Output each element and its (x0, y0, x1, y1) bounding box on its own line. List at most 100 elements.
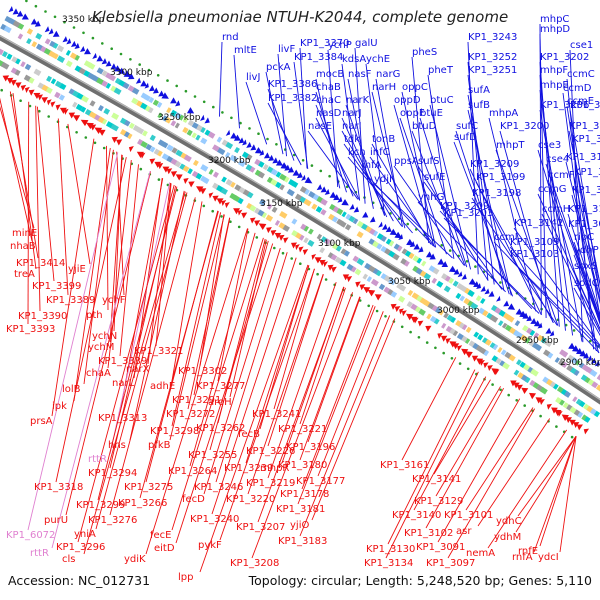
reverse-gene-arrow (406, 313, 414, 321)
cog-category-block (433, 318, 440, 325)
forward-gene-label: KP1_3109 (510, 237, 559, 248)
reverse-gene-label: fecD (182, 494, 205, 505)
reverse-leader-line (211, 257, 297, 515)
cog-category-block (1, 51, 8, 58)
scale-dot (367, 304, 371, 308)
forward-gene-label: KP1_3108 (574, 167, 600, 178)
forward-gene-arrow (586, 355, 592, 362)
forward-gene-arrow (268, 154, 275, 161)
reverse-gene-label: yniA (74, 529, 96, 540)
scale-dot (319, 169, 323, 173)
cog-category-block (259, 198, 266, 206)
forward-gene-arrow (457, 271, 463, 278)
cog-category-block (45, 87, 53, 94)
reverse-gene-arrow (15, 82, 22, 89)
cog-category-block (432, 267, 440, 275)
reverse-gene-label: KP1_3414 (16, 258, 65, 269)
cog-category-block (343, 250, 350, 257)
forward-gene-arrow (62, 36, 68, 43)
reverse-gene-arrow (510, 380, 517, 387)
forward-gene-arrow (144, 82, 149, 89)
forward-gene-arrow (135, 77, 141, 84)
reverse-gene-arrow (90, 124, 97, 131)
reverse-leader-line (107, 160, 132, 369)
forward-gene-label: KP1_3104 (572, 185, 600, 196)
forward-gene-arrow (254, 147, 263, 154)
cog-category-block (266, 176, 273, 184)
forward-gene-label: livF (278, 44, 295, 55)
cog-category-block (388, 240, 395, 247)
reverse-leader-line (83, 149, 114, 385)
scale-dot (570, 435, 574, 439)
cog-category-block (148, 107, 154, 114)
cog-category-block (87, 62, 96, 70)
forward-gene-label: KP1_3125 (572, 134, 600, 145)
backbone-ring (0, 34, 600, 405)
forward-gene-arrow (230, 132, 238, 139)
cog-category-block (303, 225, 309, 232)
forward-gene-arrow (292, 169, 300, 176)
forward-gene-label: btuD (412, 121, 437, 132)
cog-category-block (426, 313, 432, 320)
forward-gene-label: mhpC (540, 14, 569, 25)
reverse-leader-line (35, 105, 41, 312)
reverse-gene-label: KP1_3318 (34, 482, 83, 493)
cog-category-block (65, 60, 73, 68)
cog-category-block (421, 260, 427, 267)
cog-category-block (0, 48, 4, 56)
cog-category-block (15, 58, 21, 65)
cog-category-block (350, 266, 357, 273)
forward-gene-label: sufB (468, 100, 490, 111)
reverse-gene-label: KP1_3339 (98, 356, 147, 367)
cog-category-block (200, 164, 209, 172)
forward-gene-label: KP1_3203 (444, 208, 493, 219)
reverse-gene-arrow (98, 129, 106, 136)
forward-gene-arrow (473, 281, 480, 288)
forward-gene-label: KP1_3199 (476, 172, 525, 183)
reverse-gene-label: KP1_3294 (88, 468, 137, 479)
forward-gene-label: KP1_3198 (472, 188, 521, 199)
cog-category-block (165, 117, 172, 124)
forward-gene-arrow (406, 238, 414, 246)
forward-gene-arrow (530, 317, 537, 324)
reverse-leader-line (387, 369, 476, 545)
cog-category-block (356, 258, 365, 266)
reverse-gene-arrow (425, 325, 432, 332)
cog-category-block (166, 155, 174, 163)
forward-leader-line (401, 91, 437, 248)
cog-category-block (522, 325, 529, 332)
cog-category-block (212, 171, 219, 178)
cog-category-block (372, 230, 379, 237)
cog-category-block (352, 218, 359, 225)
cog-category-block (195, 173, 203, 180)
forward-gene-arrow (398, 234, 403, 240)
reverse-gene-arrow (529, 392, 537, 400)
forward-gene-label: ychE (366, 54, 390, 65)
forward-gene-arrow (349, 203, 355, 210)
reverse-gene-label: KP1_3196 (286, 442, 335, 453)
reverse-gene-label: KP1_3313 (98, 413, 147, 424)
forward-gene-label: oppD (394, 95, 421, 106)
cog-category-block (475, 295, 482, 302)
reverse-leader-line (299, 315, 391, 537)
cog-category-block (183, 154, 192, 163)
forward-gene-arrow (329, 191, 337, 198)
forward-leader-line (277, 53, 287, 157)
scale-dot (110, 47, 113, 50)
scale-dot (230, 116, 233, 120)
cog-category-block (68, 88, 75, 95)
cog-category-block (175, 149, 183, 157)
scale-dot (129, 58, 132, 61)
reverse-leader-line (215, 252, 288, 483)
reverse-leader-line (73, 148, 111, 402)
reverse-gene-arrow (291, 242, 298, 249)
forward-leader-line (573, 176, 600, 295)
scale-dot (450, 357, 454, 360)
scale-dot (448, 249, 452, 252)
cog-category-block (48, 50, 56, 58)
forward-gene-label: cse1 (570, 40, 593, 51)
cog-category-block (489, 314, 499, 323)
reverse-gene-arrow (270, 230, 277, 237)
forward-gene-arrow (590, 357, 596, 364)
reverse-gene-label: KP1_3277 (196, 381, 245, 392)
